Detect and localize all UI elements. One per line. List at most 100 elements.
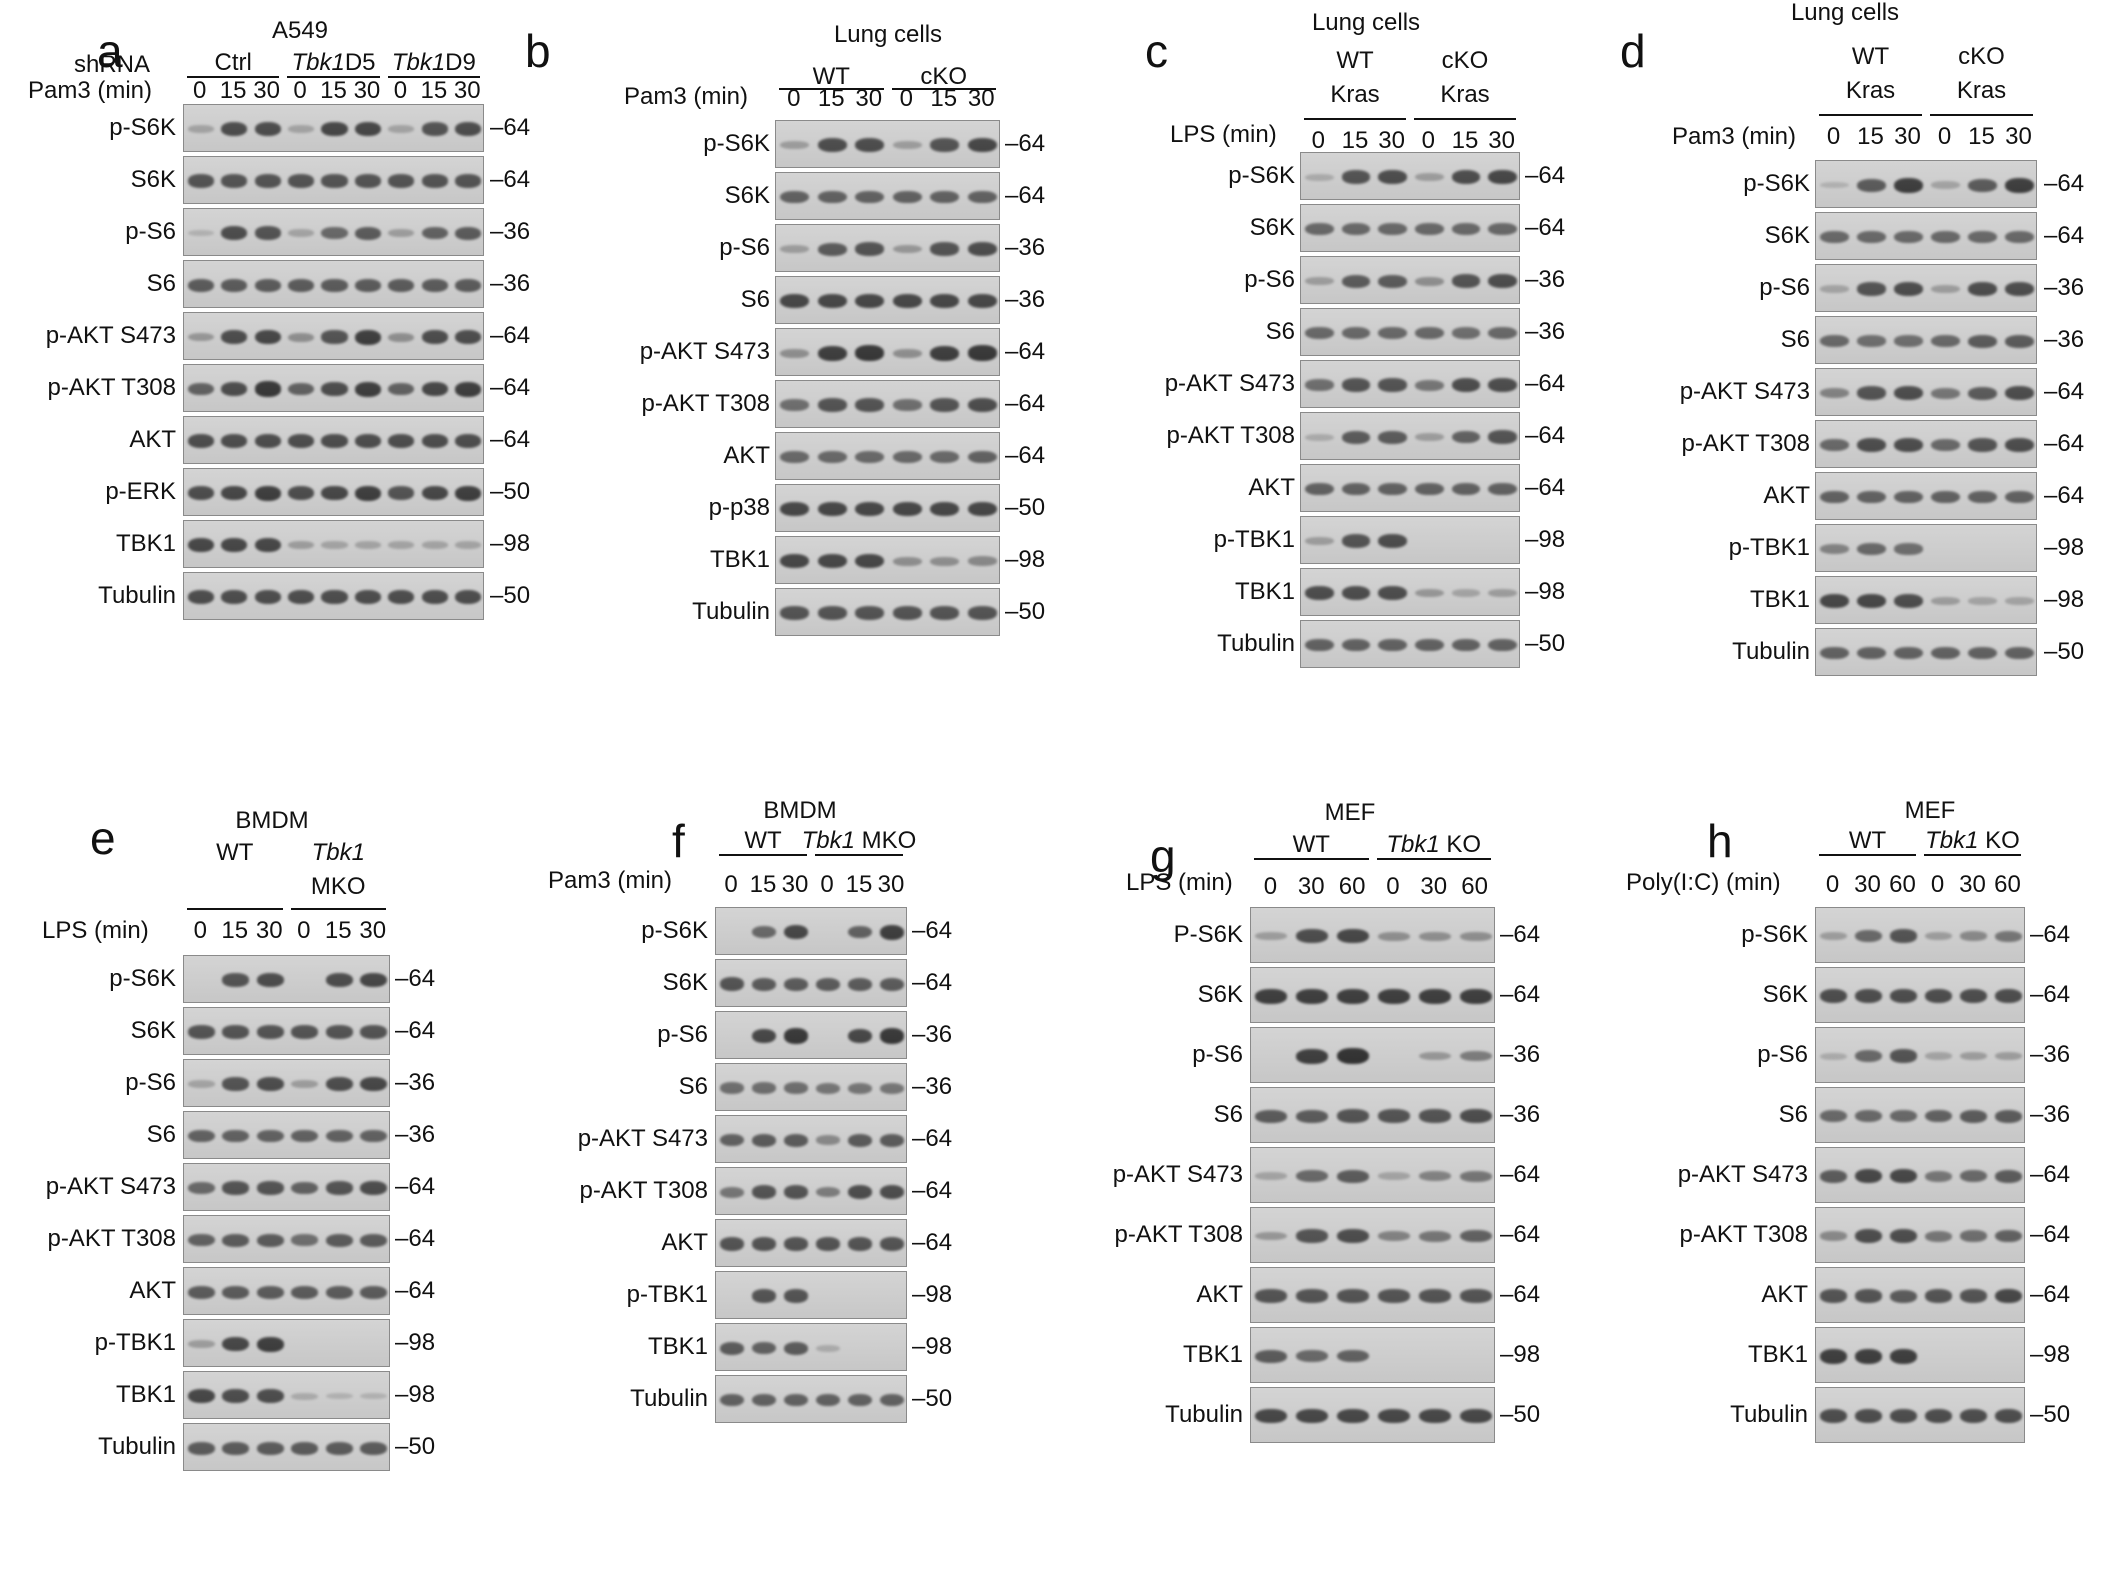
protein-band <box>256 1233 284 1247</box>
timepoint-label: 15 <box>1968 123 1995 150</box>
protein-band <box>2005 282 2034 296</box>
protein-band <box>1377 1289 1410 1303</box>
protein-band <box>892 399 922 411</box>
protein-band <box>817 398 847 412</box>
protein-band <box>1968 646 1997 660</box>
protein-band <box>321 330 348 344</box>
protein-band <box>855 345 885 361</box>
protein-band <box>321 227 348 239</box>
protein-band <box>187 332 214 342</box>
timepoint-label: 0 <box>1937 123 1952 150</box>
protein-band <box>1819 1052 1848 1060</box>
mw-value: 64 <box>408 1225 436 1252</box>
blot-strip <box>183 1423 390 1471</box>
protein-band <box>1819 1169 1848 1183</box>
mw-value: 64 <box>1513 1281 1541 1308</box>
protein-band <box>1415 433 1444 441</box>
protein-band <box>855 451 885 463</box>
mw-tick: – <box>1500 1221 1514 1248</box>
protein-band <box>1418 1171 1451 1181</box>
antibody-label: p-AKT S473 <box>1112 1161 1243 1188</box>
protein-band <box>1924 932 1953 940</box>
protein-band <box>1488 589 1517 597</box>
timepoint-label: 15 <box>749 871 777 898</box>
mw-tick: – <box>2044 222 2058 249</box>
mw-value: 64 <box>1538 474 1566 501</box>
mw-value: 64 <box>1018 390 1046 417</box>
antibody-label: S6 <box>1778 1101 1808 1128</box>
molecular-weight-marker: –98 <box>912 1334 952 1360</box>
protein-band <box>1305 586 1334 600</box>
protein-band <box>354 278 381 292</box>
blot-strip <box>1815 1027 2025 1083</box>
blot-strip <box>1815 1387 2025 1443</box>
protein-band <box>222 1285 250 1299</box>
timepoint-label: 0 <box>1421 127 1435 154</box>
molecular-weight-marker: –98 <box>395 1382 435 1408</box>
genotype-label-part: cKO <box>1441 47 1489 74</box>
blot-strip <box>1815 472 2037 520</box>
protein-band <box>892 348 922 358</box>
antibody-label: p-S6K <box>703 130 770 157</box>
blot-strip <box>1300 464 1520 512</box>
mw-tick: – <box>1005 390 1019 417</box>
antibody-label: AKT <box>723 442 770 469</box>
blot-strip <box>1250 1087 1495 1143</box>
mw-tick: – <box>2030 921 2044 948</box>
cell-type-header: Lung cells <box>833 21 943 48</box>
protein-band <box>780 553 810 569</box>
protein-band <box>817 606 847 620</box>
mw-value: 50 <box>2043 1401 2071 1428</box>
protein-band <box>1418 1230 1451 1242</box>
protein-band <box>421 485 448 501</box>
timepoint-label: 30 <box>967 85 995 112</box>
protein-band <box>1255 1289 1288 1303</box>
mw-tick: – <box>1005 546 1019 573</box>
mw-tick: – <box>490 478 504 505</box>
protein-band <box>1459 931 1492 941</box>
protein-band <box>1378 327 1407 339</box>
mw-tick: – <box>1005 182 1019 209</box>
protein-band <box>1854 1050 1883 1062</box>
timepoint-label: 15 <box>219 77 247 104</box>
blot-strip <box>775 120 1000 168</box>
blot-strip <box>775 276 1000 324</box>
molecular-weight-marker: –50 <box>395 1434 435 1460</box>
protein-band <box>1994 1409 2023 1423</box>
protein-band <box>847 1133 873 1147</box>
protein-band <box>325 1129 353 1143</box>
timepoint-label: 30 <box>353 77 381 104</box>
blot-strip <box>1250 1027 1495 1083</box>
protein-band <box>455 330 482 344</box>
genotype-label-part: WT <box>1292 831 1330 858</box>
protein-band <box>1305 277 1334 285</box>
protein-band <box>1854 1110 1883 1122</box>
antibody-label: TBK1 <box>115 530 176 557</box>
protein-band <box>780 293 810 309</box>
blot-strip <box>1815 1207 2025 1263</box>
protein-band <box>855 553 885 569</box>
protein-band <box>1857 282 1886 296</box>
protein-band <box>1889 1168 1918 1184</box>
protein-band <box>325 973 353 987</box>
protein-band <box>1968 386 1997 400</box>
protein-band <box>288 125 315 133</box>
protein-band <box>1451 638 1481 652</box>
protein-band <box>855 398 885 412</box>
protein-band <box>815 1393 841 1407</box>
protein-band <box>967 293 997 309</box>
molecular-weight-marker: –36 <box>1005 287 1045 313</box>
protein-band <box>783 1082 809 1094</box>
protein-band <box>1894 177 1923 193</box>
protein-band <box>930 293 960 309</box>
molecular-weight-marker: –50 <box>490 479 530 505</box>
protein-band <box>1341 327 1371 339</box>
timepoint-label: 30 <box>1894 123 1921 150</box>
mw-value: 36 <box>925 1073 953 1100</box>
molecular-weight-marker: –64 <box>2044 223 2084 249</box>
protein-band <box>879 1133 905 1147</box>
timepoint-label: 30 <box>1854 871 1881 898</box>
blot-strip <box>1300 360 1520 408</box>
protein-band <box>1296 1289 1329 1303</box>
blot-strip <box>1300 204 1520 252</box>
